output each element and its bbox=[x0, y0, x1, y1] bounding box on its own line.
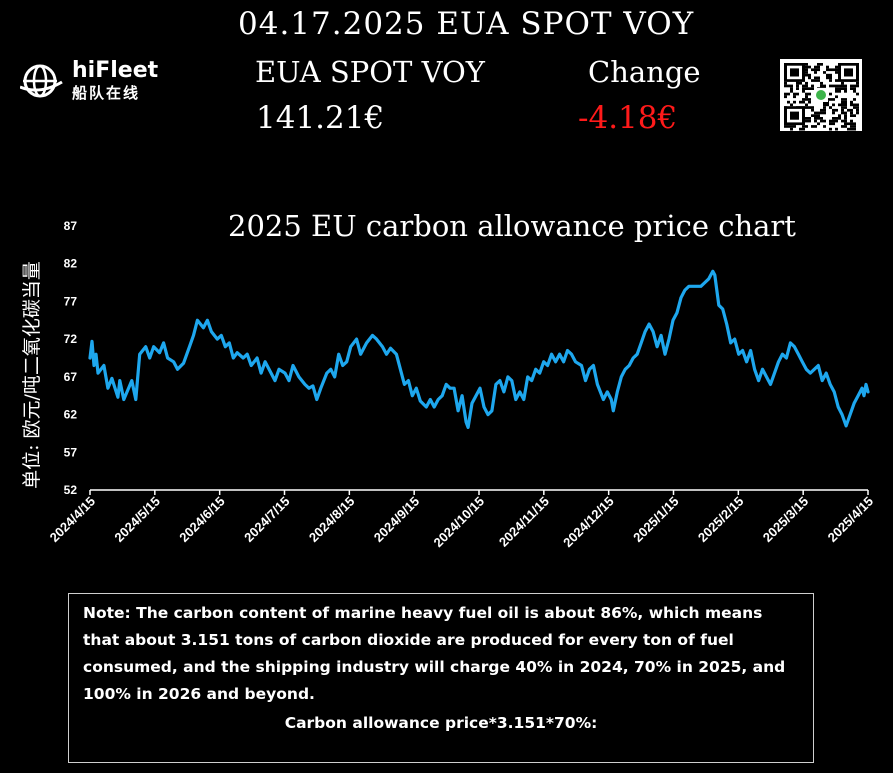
y-tick-label: 82 bbox=[64, 257, 78, 271]
change-value: -4.18€ bbox=[578, 100, 678, 136]
y-tick-label: 87 bbox=[64, 219, 78, 233]
x-tick-label: 2025/3/15 bbox=[760, 494, 812, 546]
note-box: Note: The carbon content of marine heavy… bbox=[68, 593, 814, 763]
globe-ship-logo-icon bbox=[20, 64, 63, 98]
x-axis: 2024/4/15 2024/5/15 2024/6/15 2024/7/15 2024… bbox=[47, 490, 877, 551]
instrument-label: EUA SPOT VOY bbox=[255, 55, 485, 89]
hifleet-logo: hiFleet 船队在线 bbox=[20, 58, 165, 102]
chart-panel: 2025 EU carbon allowance price chart 单位:… bbox=[0, 192, 893, 582]
x-tick-label: 2024/10/15 bbox=[430, 494, 487, 551]
x-tick-label: 2025/2/15 bbox=[695, 494, 747, 546]
y-tick-label: 77 bbox=[64, 294, 78, 308]
x-tick-label: 2024/9/15 bbox=[371, 494, 423, 546]
x-tick-label: 2024/4/15 bbox=[47, 494, 99, 546]
x-tick-label: 2024/8/15 bbox=[306, 494, 358, 546]
logo-name: hiFleet bbox=[72, 58, 159, 83]
qr-code-icon bbox=[780, 59, 862, 131]
series-line-eua bbox=[88, 269, 870, 429]
y-tick-label: 52 bbox=[64, 483, 78, 497]
note-text: Note: The carbon content of marine heavy… bbox=[83, 604, 786, 703]
x-tick-label: 2024/7/15 bbox=[241, 494, 293, 546]
y-tick-label: 62 bbox=[64, 408, 78, 422]
note-formula: Carbon allowance price*3.151*70%: bbox=[284, 714, 598, 732]
price-value: 141.21€ bbox=[256, 100, 385, 136]
price-chart: 2025 EU carbon allowance price chart 单位:… bbox=[21, 209, 877, 551]
date-title: 04.17.2025 EUA SPOT VOY bbox=[238, 6, 695, 42]
x-tick-label: 2024/12/15 bbox=[560, 494, 617, 551]
logo-subtitle: 船队在线 bbox=[72, 84, 141, 102]
y-tick-label: 72 bbox=[64, 332, 78, 346]
y-tick-label: 67 bbox=[64, 370, 78, 384]
x-tick-label: 2025/4/15 bbox=[825, 494, 877, 546]
x-tick-label: 2024/6/15 bbox=[176, 494, 228, 546]
chart-title: 2025 EU carbon allowance price chart bbox=[228, 209, 796, 243]
x-tick-label: 2024/11/15 bbox=[496, 494, 552, 550]
y-axis-label: 单位: 欧元/吨二氧化碳当量 bbox=[21, 261, 43, 489]
x-tick-label: 2024/5/15 bbox=[111, 494, 163, 546]
y-axis: 52 57 62 67 72 77 82 87 bbox=[64, 219, 78, 497]
change-label: Change bbox=[588, 55, 701, 89]
y-tick-label: 57 bbox=[64, 445, 78, 459]
x-tick-label: 2025/1/15 bbox=[630, 494, 682, 546]
